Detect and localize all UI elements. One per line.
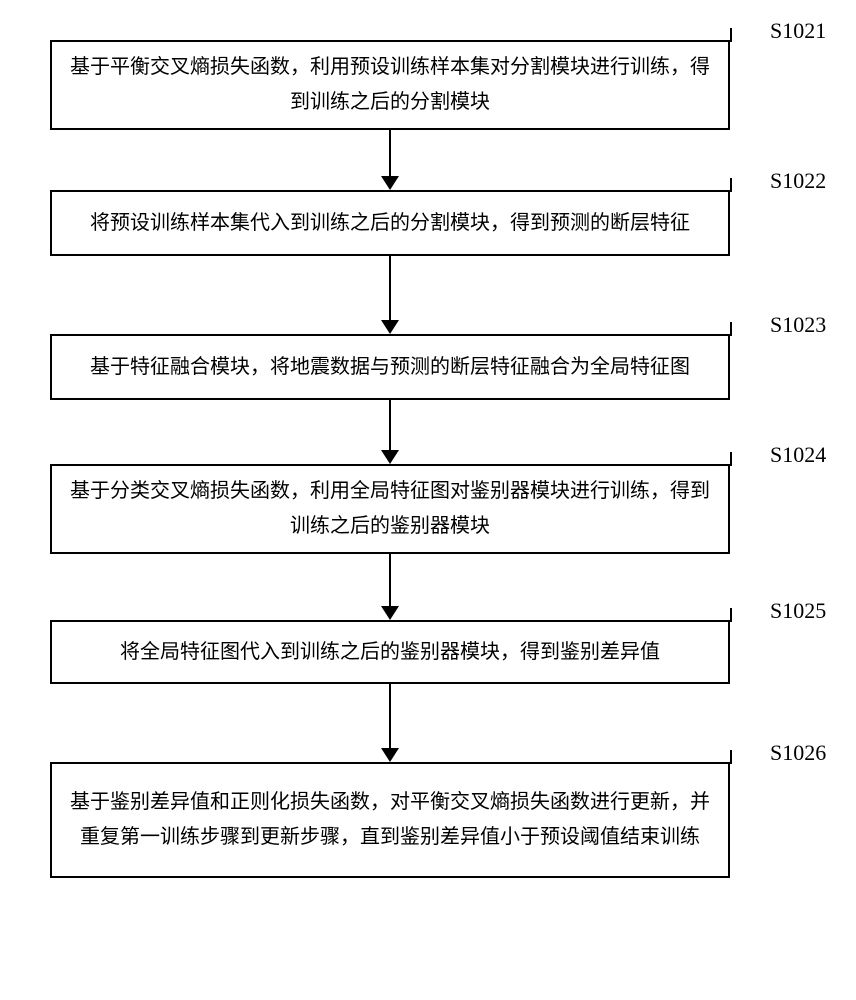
step-id-label: S1023 (770, 312, 826, 338)
leader-line (730, 608, 732, 622)
step-id-label: S1025 (770, 598, 826, 624)
flow-step: S1021基于平衡交叉熵损失函数，利用预设训练样本集对分割模块进行训练，得到训练… (50, 40, 760, 130)
flowchart-container: S1021基于平衡交叉熵损失函数，利用预设训练样本集对分割模块进行训练，得到训练… (50, 40, 760, 878)
flow-box-text: 将全局特征图代入到训练之后的鉴别器模块，得到鉴别差异值 (120, 635, 660, 670)
arrow-stem (389, 130, 391, 176)
leader-line (730, 28, 732, 42)
flow-box: 基于分类交叉熵损失函数，利用全局特征图对鉴别器模块进行训练，得到训练之后的鉴别器… (50, 464, 730, 554)
arrow-stem (389, 400, 391, 450)
arrow-head-icon (381, 450, 399, 464)
flow-box-text: 基于平衡交叉熵损失函数，利用预设训练样本集对分割模块进行训练，得到训练之后的分割… (70, 50, 710, 120)
flow-box: 基于特征融合模块，将地震数据与预测的断层特征融合为全局特征图 (50, 334, 730, 400)
flow-step: S1023基于特征融合模块，将地震数据与预测的断层特征融合为全局特征图 (50, 334, 760, 400)
flow-box-text: 基于鉴别差异值和正则化损失函数，对平衡交叉熵损失函数进行更新，并重复第一训练步骤… (70, 785, 710, 855)
flow-box-text: 基于分类交叉熵损失函数，利用全局特征图对鉴别器模块进行训练，得到训练之后的鉴别器… (70, 474, 710, 544)
flow-box: 基于鉴别差异值和正则化损失函数，对平衡交叉熵损失函数进行更新，并重复第一训练步骤… (50, 762, 730, 878)
arrow-head-icon (381, 748, 399, 762)
step-id-label: S1024 (770, 442, 826, 468)
leader-line (730, 452, 732, 466)
step-id-label: S1026 (770, 740, 826, 766)
flow-step: S1022将预设训练样本集代入到训练之后的分割模块，得到预测的断层特征 (50, 190, 760, 256)
arrow-head-icon (381, 606, 399, 620)
flow-box: 将全局特征图代入到训练之后的鉴别器模块，得到鉴别差异值 (50, 620, 730, 684)
arrow-stem (389, 554, 391, 606)
flow-step: S1026基于鉴别差异值和正则化损失函数，对平衡交叉熵损失函数进行更新，并重复第… (50, 762, 760, 878)
arrow-stem (389, 256, 391, 320)
step-id-label: S1021 (770, 18, 826, 44)
leader-line (730, 322, 732, 336)
flow-step: S1024基于分类交叉熵损失函数，利用全局特征图对鉴别器模块进行训练，得到训练之… (50, 464, 760, 554)
arrow-stem (389, 684, 391, 748)
leader-line (730, 178, 732, 192)
leader-line (730, 750, 732, 764)
arrow-head-icon (381, 176, 399, 190)
flow-box-text: 将预设训练样本集代入到训练之后的分割模块，得到预测的断层特征 (90, 206, 690, 241)
flow-box: 基于平衡交叉熵损失函数，利用预设训练样本集对分割模块进行训练，得到训练之后的分割… (50, 40, 730, 130)
step-id-label: S1022 (770, 168, 826, 194)
flow-step: S1025将全局特征图代入到训练之后的鉴别器模块，得到鉴别差异值 (50, 620, 760, 684)
flow-box: 将预设训练样本集代入到训练之后的分割模块，得到预测的断层特征 (50, 190, 730, 256)
arrow-head-icon (381, 320, 399, 334)
flow-box-text: 基于特征融合模块，将地震数据与预测的断层特征融合为全局特征图 (90, 350, 690, 385)
